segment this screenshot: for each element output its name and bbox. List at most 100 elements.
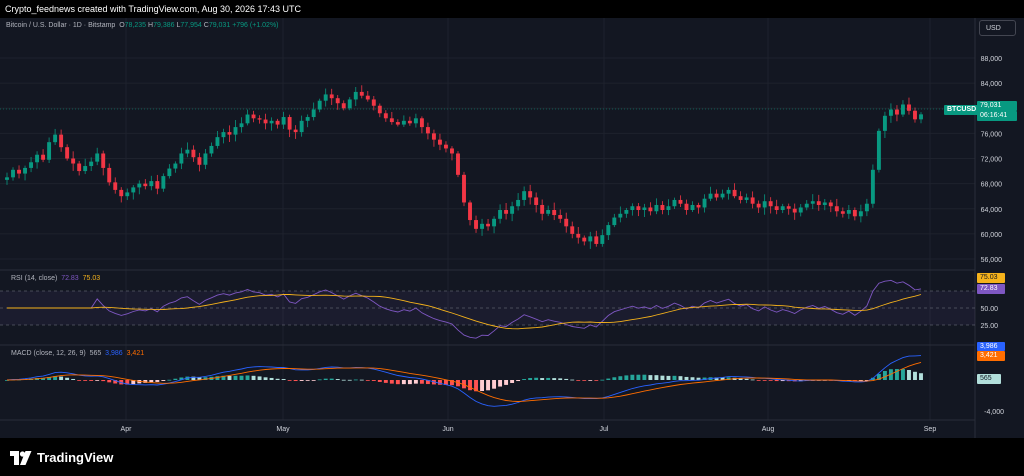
candle — [852, 207, 857, 221]
macd-histogram-bar — [227, 375, 232, 380]
macd-line — [6, 355, 922, 407]
candle — [179, 147, 184, 170]
candle — [901, 100, 905, 117]
candle — [786, 203, 791, 215]
candle — [552, 202, 557, 221]
candle — [624, 207, 629, 218]
candle — [588, 231, 593, 249]
candle — [654, 198, 659, 215]
macd-histogram-bar — [552, 378, 557, 380]
macd-histogram-bar — [516, 380, 521, 382]
currency-button[interactable]: USD — [979, 20, 1016, 36]
candle — [642, 203, 647, 218]
candle — [197, 152, 202, 172]
macd-signal-value: 3,421 — [126, 350, 145, 357]
macd-histogram-bar — [395, 380, 400, 385]
symbol-legend[interactable]: Bitcoin / U.S. Dollar · 1D · Bitstamp O7… — [6, 22, 279, 29]
candle — [131, 185, 136, 200]
macd-histogram-bar — [907, 369, 911, 380]
change-value: +796 (+1.02%) — [232, 22, 279, 29]
macd-histogram-bar — [65, 377, 70, 380]
candle — [720, 189, 725, 200]
price-tick-label: 76,000 — [981, 131, 1003, 138]
candle — [666, 199, 671, 216]
macd-histogram-bar — [107, 380, 112, 383]
candle — [648, 202, 653, 216]
macd-histogram-bar — [648, 375, 653, 380]
macd-histogram-bar — [239, 375, 244, 380]
macd-histogram-bar — [89, 380, 94, 381]
macd-legend[interactable]: MACD (close, 12, 26, 9) 565 3,986 3,421 — [11, 350, 144, 357]
macd-histogram-bar — [546, 377, 551, 380]
candle — [275, 118, 280, 129]
candle — [431, 129, 436, 147]
macd-histogram-bar — [59, 376, 64, 380]
macd-line-value: 3,986 — [105, 350, 123, 357]
rsi-level-label: 50.00 — [980, 306, 998, 313]
macd-histogram-bar — [612, 377, 617, 380]
price-tick-label: 56,000 — [981, 257, 1003, 264]
candle — [690, 201, 695, 213]
macd-histogram-bar — [618, 376, 623, 380]
macd-histogram-bar — [570, 379, 575, 381]
candle — [576, 227, 581, 244]
candle — [582, 235, 587, 246]
candle — [437, 133, 442, 151]
macd-signal-line — [6, 361, 922, 402]
macd-histogram-bar — [474, 380, 478, 392]
macd-histogram-bar — [702, 377, 707, 380]
macd-histogram-bar — [588, 380, 593, 381]
macd-histogram-bar — [113, 380, 118, 384]
candle — [389, 111, 394, 125]
candle — [95, 147, 100, 166]
countdown-tag: 06:16:41 — [977, 111, 1017, 121]
rsi-legend[interactable]: RSI (14, close) 72.83 75.03 — [11, 275, 100, 282]
macd-histogram-bar — [774, 380, 779, 382]
macd-histogram-bar — [684, 376, 689, 380]
macd-histogram-bar — [197, 377, 202, 380]
candle — [708, 186, 713, 202]
candle — [480, 218, 484, 236]
candle — [419, 116, 424, 134]
candle — [570, 221, 575, 239]
candle — [5, 172, 9, 185]
rsi-level-label: 25.00 — [980, 323, 998, 330]
tradingview-logo[interactable]: TradingView — [10, 450, 113, 465]
macd-histogram-bar — [161, 380, 166, 381]
macd-histogram-bar — [720, 377, 725, 380]
macd-histogram-bar — [888, 369, 893, 380]
rsi-pane — [7, 279, 922, 339]
close-value: 79,031 — [208, 22, 231, 29]
candle — [71, 151, 76, 171]
candle — [876, 128, 881, 173]
chart-canvas[interactable]: 88,00084,00080,00076,00072,00068,00064,0… — [0, 18, 1024, 438]
macd-histogram-bar — [155, 380, 160, 382]
macd-histogram-bar — [672, 375, 677, 380]
rsi-ma-line — [7, 293, 922, 330]
open-value: 78,235 — [124, 22, 147, 29]
macd-histogram-bar — [383, 380, 388, 383]
macd-histogram-bar — [203, 377, 208, 380]
macd-signal-tag: 3,421 — [977, 351, 1005, 361]
macd-histogram-bar — [245, 375, 250, 380]
candle — [425, 122, 430, 140]
price-tick-label: 68,000 — [981, 182, 1003, 189]
macd-histogram-bar — [5, 380, 9, 381]
candle — [678, 195, 683, 208]
candle — [395, 119, 400, 127]
macd-histogram-bar — [636, 374, 641, 380]
candle — [311, 102, 316, 121]
candle — [65, 144, 70, 161]
macd-line-tag: 3,986 — [977, 342, 1005, 351]
candle — [377, 103, 382, 118]
macd-histogram-bar — [389, 380, 394, 384]
candles-group[interactable] — [5, 85, 923, 249]
candle — [540, 199, 545, 221]
candle — [450, 146, 454, 161]
chart-area[interactable]: 88,00084,00080,00076,00072,00068,00064,0… — [0, 18, 1024, 438]
macd-pane — [5, 355, 923, 407]
tradingview-logo-icon — [10, 450, 32, 465]
macd-histogram-bar — [780, 380, 785, 382]
candle — [203, 149, 208, 170]
candle — [486, 218, 491, 231]
